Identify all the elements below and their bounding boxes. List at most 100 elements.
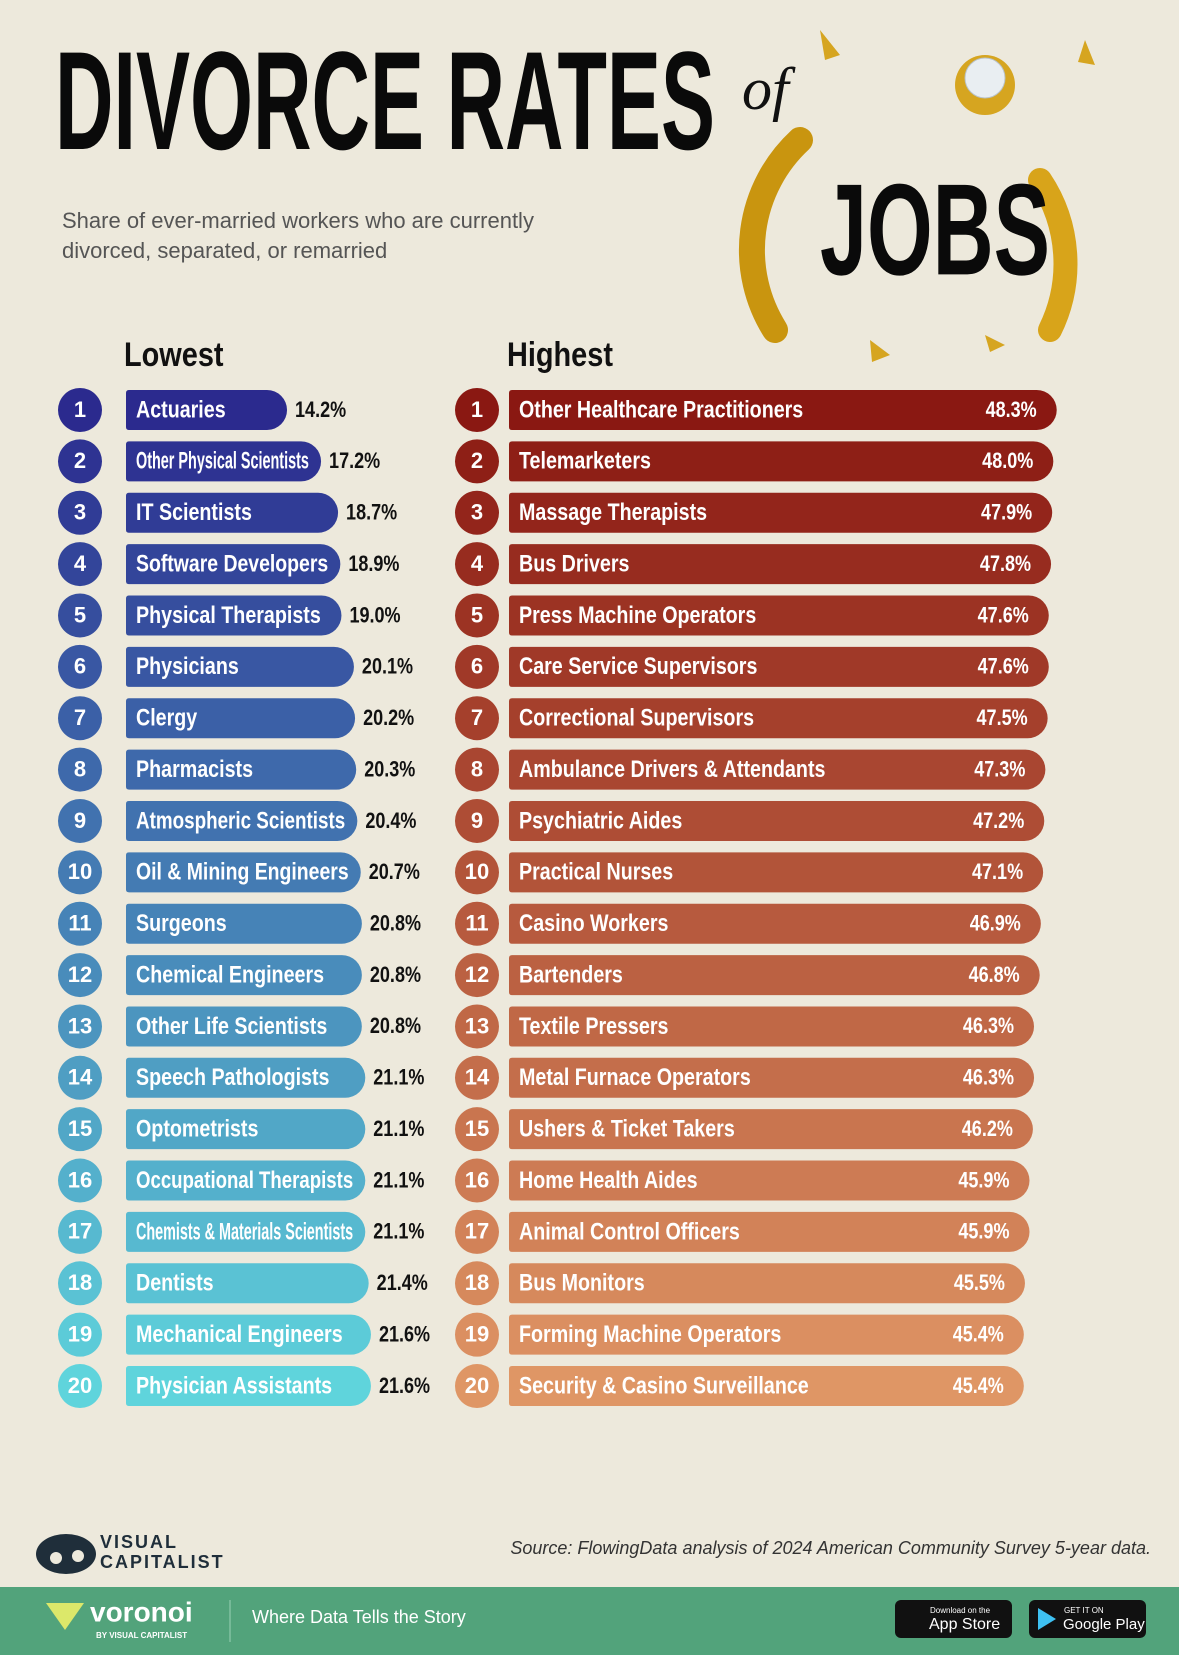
bar [126, 1160, 366, 1201]
bar-label: Other Physical Scientists [136, 448, 309, 475]
bar [509, 903, 1041, 944]
rank-number: 17 [68, 1219, 92, 1244]
rank-number: 15 [465, 1116, 489, 1141]
bar-label: Physical Therapists [136, 601, 321, 628]
value-label: 18.9% [348, 552, 399, 576]
title-jobs: JOBS [820, 156, 1050, 302]
value-label: 17.2% [329, 450, 380, 474]
value-label: 47.5% [977, 706, 1028, 730]
bar-label: Security & Casino Surveillance [519, 1371, 809, 1398]
bar [509, 1366, 1024, 1407]
rank-badge [455, 1209, 499, 1254]
title-of: of [742, 56, 796, 122]
bar [509, 1160, 1030, 1201]
chart-heading: Lowest [124, 335, 224, 374]
rank-badge [58, 1209, 102, 1254]
rank-number: 3 [471, 500, 483, 525]
value-label: 45.4% [953, 1323, 1004, 1347]
rank-badge [455, 747, 499, 792]
rank-number: 17 [465, 1219, 489, 1244]
bar-label: Correctional Supervisors [519, 704, 754, 731]
bar [126, 1314, 371, 1355]
rank-badge [58, 1055, 102, 1100]
value-label: 45.4% [953, 1374, 1004, 1398]
value-label: 21.1% [373, 1220, 424, 1244]
rank-badge [58, 953, 102, 998]
bar-label: Chemists & Materials Scientists [136, 1219, 353, 1246]
bar [509, 544, 1052, 585]
rank-number: 8 [471, 756, 483, 781]
google-small: GET IT ON [1064, 1606, 1104, 1615]
bar [509, 1006, 1035, 1047]
bar [126, 749, 357, 790]
rank-badge [58, 1004, 102, 1049]
bar [126, 595, 342, 636]
rank-number: 13 [68, 1013, 92, 1038]
value-label: 20.3% [364, 758, 415, 782]
value-label: 48.0% [982, 450, 1033, 474]
bar [509, 1109, 1033, 1150]
rank-number: 5 [74, 602, 86, 627]
value-label: 20.7% [369, 861, 420, 885]
rank-badge [58, 1312, 102, 1357]
bar-label: Other Healthcare Practitioners [519, 395, 803, 422]
value-label: 46.8% [969, 963, 1020, 987]
bar-label: Atmospheric Scientists [136, 806, 345, 834]
rank-badge [455, 1107, 499, 1152]
value-label: 21.1% [373, 1066, 424, 1090]
rank-badge [58, 1364, 102, 1409]
rank-number: 1 [471, 397, 483, 422]
subtitle: Share of ever-married workers who are cu… [62, 208, 534, 263]
rank-number: 15 [68, 1116, 92, 1141]
rank-badge [58, 388, 102, 432]
rank-badge [58, 1261, 102, 1306]
bar [126, 800, 358, 841]
bar-label: Pharmacists [136, 755, 253, 782]
rank-number: 4 [471, 551, 484, 576]
value-label: 46.9% [970, 912, 1021, 936]
bar-label: Software Developers [136, 549, 328, 576]
rank-badge [455, 850, 499, 895]
bar [509, 595, 1049, 636]
rank-badge [58, 901, 102, 946]
value-label: 21.1% [373, 1117, 424, 1141]
value-label: 21.6% [379, 1374, 430, 1398]
value-label: 20.2% [363, 706, 414, 730]
bar [126, 1006, 362, 1047]
rank-number: 9 [471, 808, 483, 833]
rank-number: 6 [74, 654, 86, 679]
value-label: 20.8% [370, 1015, 421, 1039]
rank-number: 14 [465, 1065, 490, 1090]
rank-number: 1 [74, 397, 86, 422]
bar [126, 903, 362, 944]
rank-number: 20 [465, 1373, 489, 1398]
value-label: 21.4% [377, 1272, 428, 1296]
value-label: 19.0% [349, 604, 400, 628]
rank-badge [58, 1158, 102, 1203]
bar [126, 1366, 371, 1407]
rank-number: 19 [68, 1321, 92, 1346]
rank-number: 8 [74, 756, 86, 781]
rank-number: 10 [465, 859, 489, 884]
app-store-button[interactable] [895, 1600, 1012, 1638]
rank-number: 3 [74, 500, 86, 525]
bar [509, 1057, 1035, 1098]
rank-number: 4 [74, 551, 87, 576]
bar-label: Bartenders [519, 961, 623, 988]
rank-number: 2 [471, 448, 483, 473]
rank-badge [58, 696, 102, 741]
bar-label: Dentists [136, 1269, 214, 1296]
bar [509, 698, 1048, 739]
rank-number: 11 [68, 911, 91, 936]
voronoi-logo [46, 1603, 84, 1630]
google-play-button[interactable] [1029, 1600, 1146, 1638]
bar-label: Ushers & Ticket Takers [519, 1115, 735, 1142]
rank-badge [455, 901, 499, 946]
value-label: 46.2% [962, 1117, 1013, 1141]
bar [126, 646, 354, 687]
value-label: 46.3% [963, 1066, 1014, 1090]
bar-label: Forming Machine Operators [519, 1320, 781, 1347]
value-label: 45.5% [954, 1272, 1005, 1296]
